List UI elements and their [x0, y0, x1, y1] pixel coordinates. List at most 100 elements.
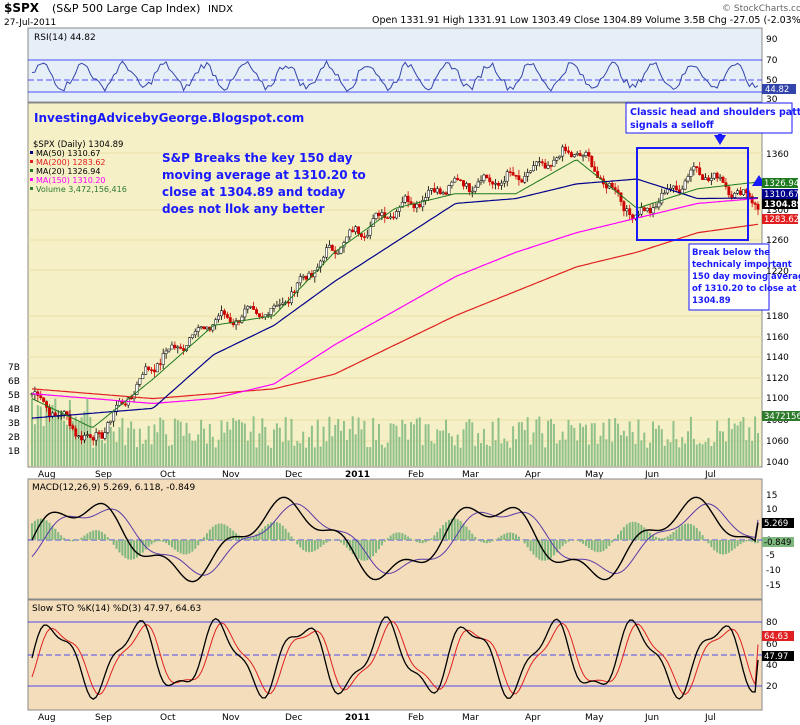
macd-hist-bar [249, 537, 252, 540]
price-bar-body [249, 306, 253, 308]
volume-bar [687, 431, 690, 466]
volume-bar [605, 439, 608, 466]
sto-legend: Slow STO %K(14) %D(3) 47.97, 64.63 [32, 604, 201, 614]
price-bar-body [196, 327, 200, 332]
macd-hist-bar [267, 523, 270, 540]
volume-bar [345, 439, 348, 466]
macd-flag-label: 5.269 [764, 519, 788, 529]
price-bar-body [552, 159, 556, 167]
month-label: Dec [285, 713, 302, 723]
callout-top-line-2: signals a selloff [630, 120, 714, 131]
volume-bar [503, 438, 506, 466]
price-bar-body [479, 180, 483, 183]
volume-bar [439, 430, 442, 466]
volume-bar [133, 428, 136, 466]
volume-bar [392, 423, 395, 466]
month-label: Jun [644, 713, 659, 723]
volume-bar [141, 443, 144, 466]
symbol: $SPX [4, 1, 40, 15]
month-label: Dec [285, 470, 302, 480]
volume-bar [622, 430, 625, 466]
volume-bar [401, 419, 404, 466]
macd-tick-m15: -15 [766, 581, 781, 591]
volume-bar [515, 439, 517, 466]
volume-bar [372, 418, 375, 466]
legend-spx: $SPX (Daily) 1304.89 [33, 140, 123, 150]
date: 27-Jul-2011 [4, 18, 56, 28]
price-bar-body [459, 179, 463, 181]
volume-bar [398, 436, 401, 466]
price-bar-body [450, 181, 454, 186]
price-bar-body [377, 212, 381, 216]
macd-hist-bar [605, 540, 608, 549]
macd-hist-bar [255, 534, 258, 540]
price-bar-body [517, 175, 521, 181]
macd-hist-bar [654, 536, 657, 540]
macd-hist-bar [98, 530, 101, 540]
price-bar-body [540, 161, 544, 164]
macd-hist-bar [689, 524, 692, 540]
price-bar-body [596, 171, 600, 178]
macd-hist-bar [529, 540, 532, 552]
volume-bar [625, 436, 628, 466]
volume-bar [634, 443, 637, 466]
month-label: Nov [222, 470, 240, 480]
volume-bar [596, 443, 599, 466]
volume-bar [465, 421, 468, 466]
volume-bar [39, 406, 42, 466]
price-bar-body [648, 207, 652, 214]
price-bar-body [712, 172, 716, 179]
volume-bar [555, 443, 558, 466]
macd-hist-bar [258, 531, 261, 540]
macd-hist-bar [109, 540, 112, 541]
macd-hist-bar [290, 536, 293, 540]
macd-hist-bar [325, 540, 328, 543]
price-bar-body [170, 344, 174, 350]
macd-hist-bar [549, 540, 552, 558]
volume-bar [74, 416, 77, 466]
price-bar-body [220, 310, 223, 317]
macd-hist-bar [319, 540, 322, 548]
price-bar-body [354, 226, 358, 233]
macd-hist-bar [447, 519, 450, 540]
price-bar-body [721, 176, 725, 183]
volume-bar [182, 435, 185, 466]
macd-hist-bar [538, 540, 541, 560]
volume-bar [197, 434, 200, 466]
price-bar-body [371, 218, 375, 227]
price-bar-body [497, 182, 500, 186]
volume-bar [115, 442, 118, 466]
volume-bar [112, 431, 115, 466]
price-bar-body [386, 217, 390, 219]
vol-tick-1b: 1B [8, 447, 20, 457]
macd-hist-bar [672, 532, 675, 540]
sto-d-line [31, 621, 759, 696]
macd-hist-bar [159, 540, 162, 542]
price-bar-body [395, 211, 398, 219]
volume-bar [386, 442, 389, 466]
callout-bottom: Break below the technicaly important 150… [688, 243, 800, 311]
price-bar-body [432, 188, 436, 193]
price-bar-body [88, 434, 92, 438]
macd-legend: MACD(12,26,9) 5.269, 6.118, -0.849 [32, 483, 195, 493]
volume-bar [442, 430, 445, 466]
price-bar-body [85, 434, 89, 436]
macd-hist-bar [89, 531, 92, 540]
volume-bar [165, 434, 168, 466]
price-bar-body [240, 316, 244, 323]
price-bar-body [709, 177, 713, 181]
macd-hist-bar [722, 540, 725, 555]
macd-hist-bar [153, 540, 156, 543]
price-bar-body [453, 178, 457, 183]
volume-bar [246, 440, 249, 466]
legend-ma20: MA(20) 1326.94 [36, 167, 100, 176]
macd-hist-bar [60, 535, 63, 540]
price-bar-body [167, 348, 171, 352]
macd-hist-bar [144, 540, 147, 550]
volume-bar [217, 439, 220, 466]
price-bar-body [514, 175, 518, 177]
macd-hist-bar [51, 525, 54, 540]
price-bar-body [674, 185, 678, 191]
volume-bar [713, 442, 716, 466]
